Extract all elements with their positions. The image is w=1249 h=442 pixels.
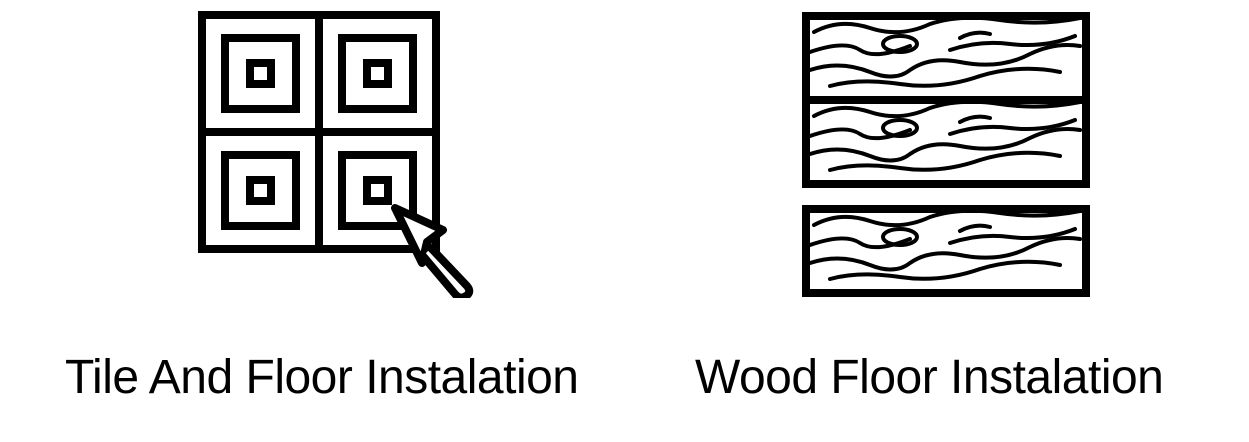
tile-trowel-icon — [195, 8, 495, 298]
wood-planks-icon — [800, 10, 1092, 300]
wood-floor-installation-label: Wood Floor Instalation — [695, 351, 1164, 404]
tile-floor-installation-label: Tile And Floor Instalation — [65, 351, 579, 404]
